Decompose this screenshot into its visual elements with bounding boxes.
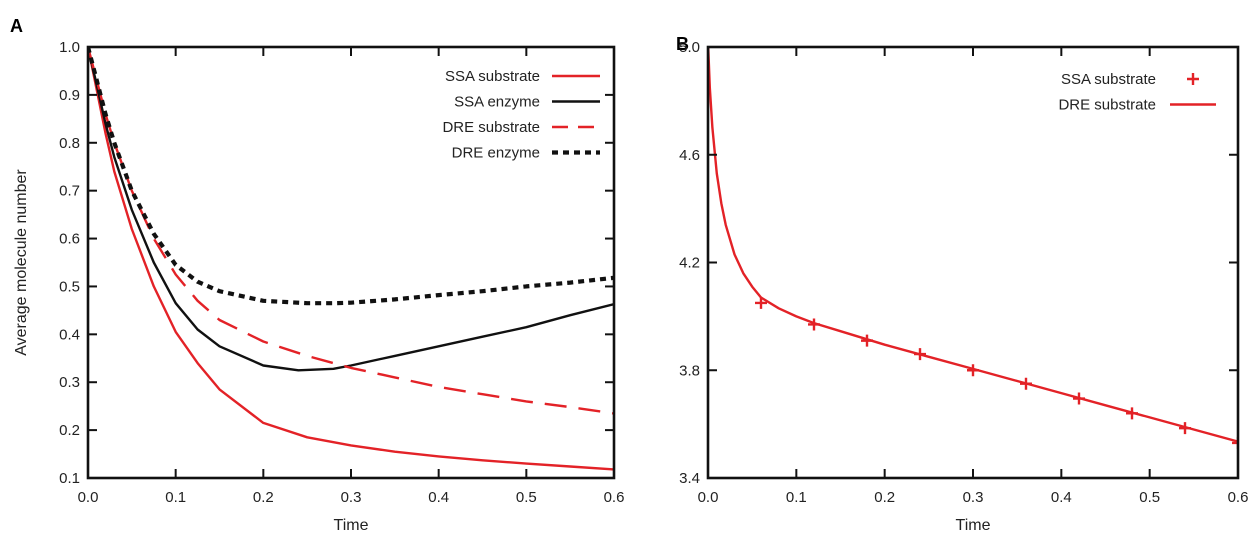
series-line-ssa-substrate [88,47,614,471]
series-line-ssa-enzyme [88,47,614,372]
x-tick-label: 0.2 [253,489,274,506]
series-line-dre-substrate [88,47,614,415]
panel-label: B [676,34,689,54]
y-tick-label: 4.6 [679,147,700,164]
y-tick-label: 0.8 [59,135,80,152]
series-group [88,47,614,471]
y-tick-label: 0.4 [59,326,80,343]
y-tick-label: 0.6 [59,231,80,248]
legend-label: SSA substrate [1061,71,1156,88]
y-tick-label: 0.1 [59,470,80,487]
x-tick-label: 0.1 [165,489,186,506]
legend: SSA substrate SSA enzyme DRE substrate DRE … [442,68,600,162]
y-axis-label: Average molecule number [13,169,30,356]
panel-a: A 0.0 0.1 0.2 0.3 0.4 0.5 0.6 0.1 0.2 0.3 0.4 0.5 0.6… [10,16,624,534]
y-tick-label: 5.0 [679,39,700,56]
data-point-marker [755,296,767,309]
x-tick-label: 0.1 [786,489,807,506]
x-tick-label: 0.5 [516,489,537,506]
x-axis-label: Time [334,517,369,534]
x-tick-label: 0.3 [341,489,362,506]
y-tick-label: 0.7 [59,183,80,200]
y-tick-label: 1.0 [59,39,80,56]
panel-label: A [10,16,23,36]
legend-label: SSA enzyme [454,94,540,111]
y-tick-label: 0.2 [59,422,80,439]
y-tick-label: 0.5 [59,278,80,295]
series-line-dre-enzyme [88,47,614,306]
legend-swatch [1187,73,1199,85]
legend-label: DRE substrate [442,119,540,136]
y-tick-label: 0.3 [59,374,80,391]
legend-label: SSA substrate [445,68,540,85]
x-tick-label: 0.3 [963,489,984,506]
x-tick-label: 0.4 [1051,489,1072,506]
x-tick-label: 0.2 [874,489,895,506]
legend-label: DRE substrate [1058,97,1156,114]
y-tick-label: 3.8 [679,362,700,379]
y-tick-label: 0.9 [59,87,80,104]
x-tick-label: 0.6 [604,489,625,506]
legend: SSA substrate DRE substrate [1058,71,1216,114]
y-tick-label: 4.2 [679,255,700,272]
series-group [708,47,1238,449]
data-point-marker [1232,436,1238,449]
plot-frame [86,45,616,480]
legend-label: DRE enzyme [452,145,540,162]
series-line-dre-substrate [708,47,1238,443]
x-tick-label: 0.0 [78,489,99,506]
plot-frame [706,45,1240,480]
x-tick-label: 0.4 [428,489,449,506]
panel-b: B 0.0 0.1 0.2 0.3 0.4 0.5 0.6 3.4 3.8 4.2 4.6 5.0 Tim… [676,34,1248,534]
x-tick-label: 0.5 [1139,489,1160,506]
x-tick-label: 0.6 [1228,489,1249,506]
x-axis-label: Time [956,517,991,534]
y-tick-label: 3.4 [679,470,700,487]
x-tick-label: 0.0 [698,489,719,506]
